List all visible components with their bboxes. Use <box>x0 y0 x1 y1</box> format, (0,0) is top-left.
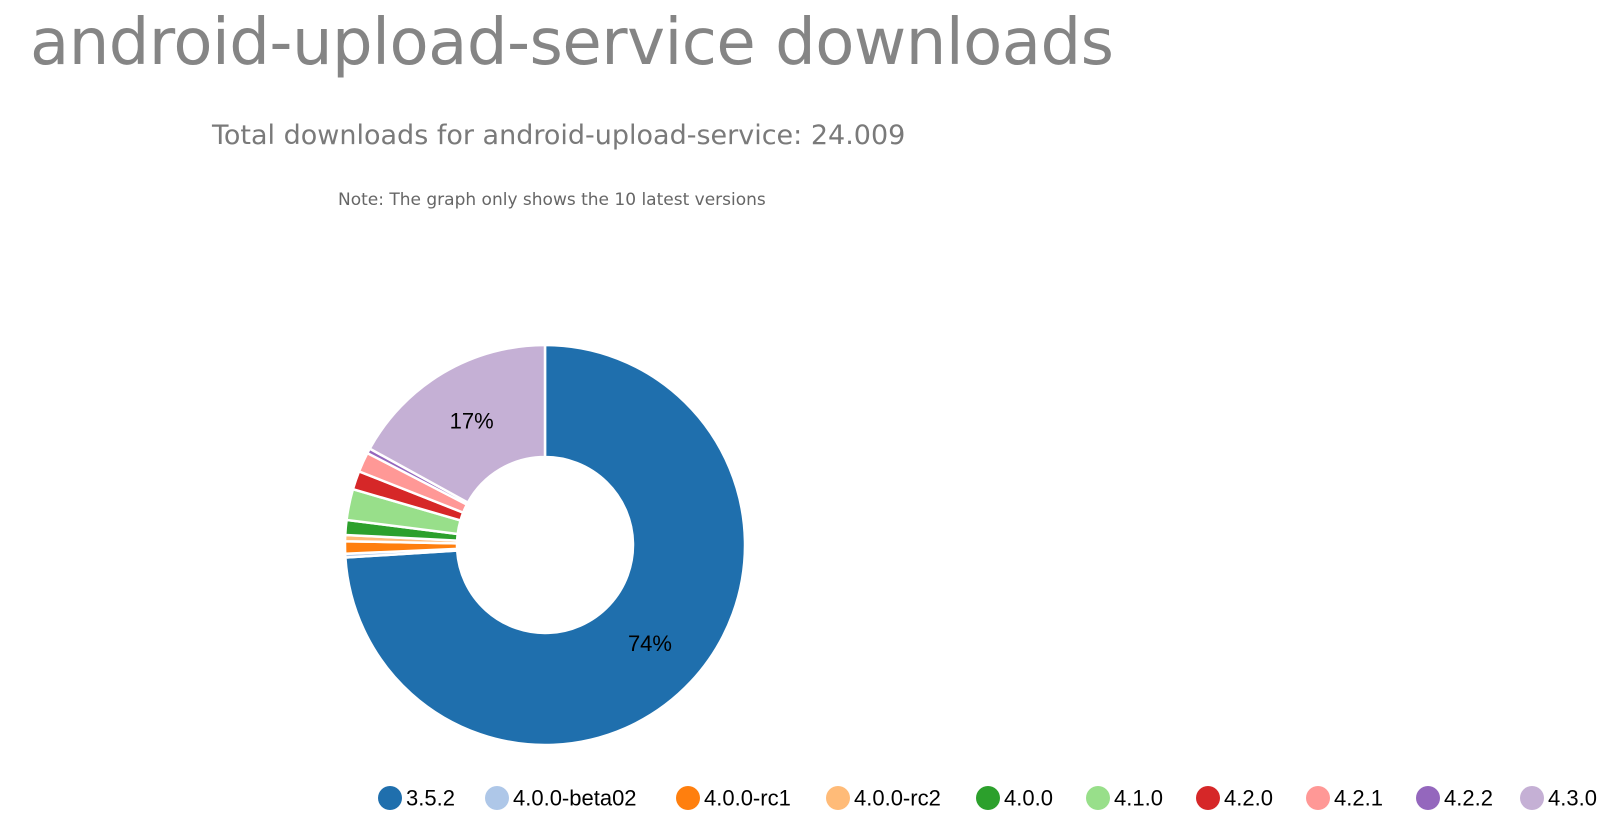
legend-item-4.2.1[interactable]: 4.2.1 <box>1306 786 1383 811</box>
legend-label-4.0.0-beta02: 4.0.0-beta02 <box>513 786 637 811</box>
slice-3.5.2 <box>344 343 747 747</box>
slice-label-3.5.2: 74% <box>628 631 672 656</box>
legend-swatch-4.3.0 <box>1520 786 1544 810</box>
versions-note: Note: The graph only shows the 10 latest… <box>338 190 766 210</box>
legend-item-4.0.0[interactable]: 4.0.0 <box>976 786 1053 811</box>
legend-swatch-4.0.0-beta02 <box>485 786 509 810</box>
legend-label-4.0.0-rc2: 4.0.0-rc2 <box>854 786 941 811</box>
legend-swatch-4.1.0 <box>1086 786 1110 810</box>
legend-label-4.3.0: 4.3.0 <box>1548 786 1597 811</box>
total-downloads: Total downloads for android-upload-servi… <box>212 120 906 151</box>
legend-swatch-4.0.0 <box>976 786 1000 810</box>
legend-item-4.1.0[interactable]: 4.1.0 <box>1086 786 1163 811</box>
slice-4.3.0 <box>368 343 547 505</box>
legend-item-4.0.0-beta02[interactable]: 4.0.0-beta02 <box>485 786 637 811</box>
legend-swatch-4.0.0-rc1 <box>676 786 700 810</box>
legend: 3.5.2 4.0.0-beta02 4.0.0-rc1 4.0.0-rc2 4.0.0… <box>378 786 1597 811</box>
slice-labels: 74% 17% <box>450 409 672 657</box>
legend-swatch-3.5.2 <box>378 786 402 810</box>
legend-item-3.5.2[interactable]: 3.5.2 <box>378 786 455 811</box>
legend-swatch-4.2.2 <box>1416 786 1440 810</box>
legend-label-4.2.1: 4.2.1 <box>1334 786 1383 811</box>
legend-label-4.0.0: 4.0.0 <box>1004 786 1053 811</box>
legend-label-4.0.0-rc1: 4.0.0-rc1 <box>704 786 791 811</box>
legend-label-4.2.0: 4.2.0 <box>1224 786 1273 811</box>
legend-item-4.3.0[interactable]: 4.3.0 <box>1520 786 1597 811</box>
legend-swatch-4.2.1 <box>1306 786 1330 810</box>
legend-swatch-4.0.0-rc2 <box>826 786 850 810</box>
legend-swatch-4.2.0 <box>1196 786 1220 810</box>
slice-label-4.3.0: 17% <box>450 409 494 434</box>
legend-item-4.0.0-rc2[interactable]: 4.0.0-rc2 <box>826 786 941 811</box>
donut-slices <box>343 343 747 747</box>
legend-item-4.2.0[interactable]: 4.2.0 <box>1196 786 1273 811</box>
legend-item-4.2.2[interactable]: 4.2.2 <box>1416 786 1493 811</box>
legend-label-3.5.2: 3.5.2 <box>406 786 455 811</box>
legend-label-4.1.0: 4.1.0 <box>1114 786 1163 811</box>
legend-label-4.2.2: 4.2.2 <box>1444 786 1493 811</box>
legend-item-4.0.0-rc1[interactable]: 4.0.0-rc1 <box>676 786 791 811</box>
page-title: android-upload-service downloads <box>30 6 1114 80</box>
